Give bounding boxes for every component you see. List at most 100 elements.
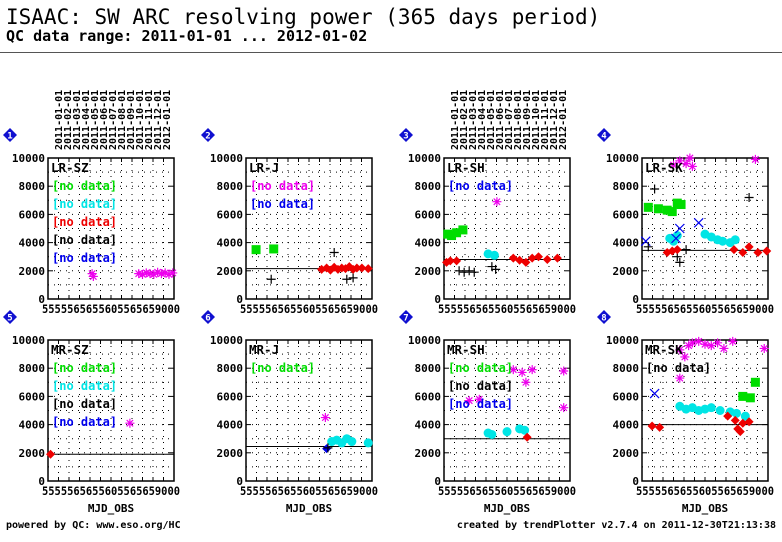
date-tick-label: 2011-03-01 [468,90,479,150]
data-point [730,235,740,245]
data-point [164,269,174,279]
data-point [534,252,543,262]
legend-entry: [no data] [448,379,513,393]
y-tick-label: 0 [632,475,639,488]
data-point [738,247,748,257]
data-series [125,418,135,428]
date-tick-label: 2011-04-01 [81,90,92,150]
x-tick-labels: 5555565655605565659000 [240,302,378,316]
data-point [647,421,657,431]
date-tick-label: 2011-01-01 [450,90,461,150]
date-tick-label: 2011-05-01 [486,90,497,150]
data-point [744,192,754,202]
data-point [744,242,754,252]
data-point [474,394,484,404]
data-point [706,403,716,413]
legend-entry: [no data] [448,397,513,411]
y-tick-label: 2000 [217,265,244,278]
data-point [643,242,653,252]
data-point [706,341,716,351]
panel-badge-icon [399,310,413,324]
legend-entry: [no data] [448,361,513,375]
data-point [149,269,159,279]
data-point [46,449,56,459]
date-tick-label: 2011-09-01 [126,90,137,150]
data-point [347,437,357,447]
y-tick-label: 4000 [415,237,442,250]
data-point [269,244,279,254]
data-point [489,250,499,260]
panel-badge-number: 2 [205,132,210,142]
data-point [138,269,147,279]
data-point [740,411,750,421]
panel-label: MR-SH [447,342,485,357]
y-tick-label: 2000 [613,265,640,278]
chart-panel-lr-sk: 4 0 2000 4000 6000 8000 10000 55555656556055656… [597,128,774,316]
panel-badge-number: 4 [601,132,607,142]
data-point [559,366,569,376]
panel-label: MR-SK [645,342,683,357]
data-point [730,415,740,425]
panel-badge-icon [201,128,215,142]
data-series [662,242,772,257]
data-point [667,207,677,217]
y-tick-label: 6000 [613,390,640,403]
y-tick-label: 8000 [415,180,442,193]
y-tick-label: 4000 [19,237,46,250]
data-point [88,271,98,281]
panel-label: LR-SH [447,160,485,175]
data-series [87,267,178,281]
date-tick-label: 2011-01-01 [54,90,65,150]
date-tick-label: 2011-06-01 [99,90,110,150]
data-point [87,269,97,279]
data-series [483,249,499,260]
y-tick-label: 8000 [217,362,244,375]
y-tick-label: 4000 [217,237,244,250]
date-tick-label: 2012-01-01 [558,90,569,150]
y-tick-label: 6000 [217,208,244,221]
data-point [508,365,518,375]
panel-label: MR-J [249,342,279,357]
legend-entry: [no data] [52,215,117,229]
x-tick-labels: 5555565655605565659000 [42,484,180,498]
date-tick-labels: 2011-01-012011-02-012011-03-012011-04-01… [54,90,173,150]
legend-entry: [no data] [448,179,513,193]
panel-badge-icon [3,310,17,324]
legend-entry: [no data] [250,179,315,193]
date-tick-label: 2011-12-01 [549,90,560,150]
chart-panel-mr-sh: 7 0 2000 4000 6000 8000 10000 55555656556055656… [399,310,576,515]
data-point [559,403,569,413]
data-point [643,202,653,212]
data-point [352,263,362,273]
data-series [643,184,754,267]
data-point [671,233,681,244]
data-point [729,245,739,255]
legend-entry: [no data] [52,251,117,265]
legend-entry: [no data] [250,361,315,375]
x-axis-label: MJD_OBS [484,502,530,515]
data-point [759,343,769,353]
y-tick-label: 0 [38,475,45,488]
data-point [728,336,738,346]
legend-entry: [no data] [52,233,117,247]
footer-credit: powered by QC: www.eso.org/HC [6,520,181,531]
data-point [348,273,358,283]
x-tick-labels: 5555565655605565659000 [42,302,180,316]
data-point [680,352,690,362]
data-point [156,269,166,279]
data-point [750,377,760,387]
y-tick-label: 10000 [210,152,243,165]
data-point [738,418,748,428]
data-point [675,257,685,267]
data-series [640,217,704,247]
data-point [675,373,685,383]
data-point [674,223,685,234]
date-tick-label: 2011-08-01 [513,90,524,150]
date-tick-label: 2011-10-01 [135,90,146,150]
data-point [520,425,530,435]
date-tick-label: 2011-10-01 [531,90,542,150]
data-point [675,345,685,355]
y-tick-label: 2000 [19,447,46,460]
y-tick-label: 8000 [613,180,640,193]
